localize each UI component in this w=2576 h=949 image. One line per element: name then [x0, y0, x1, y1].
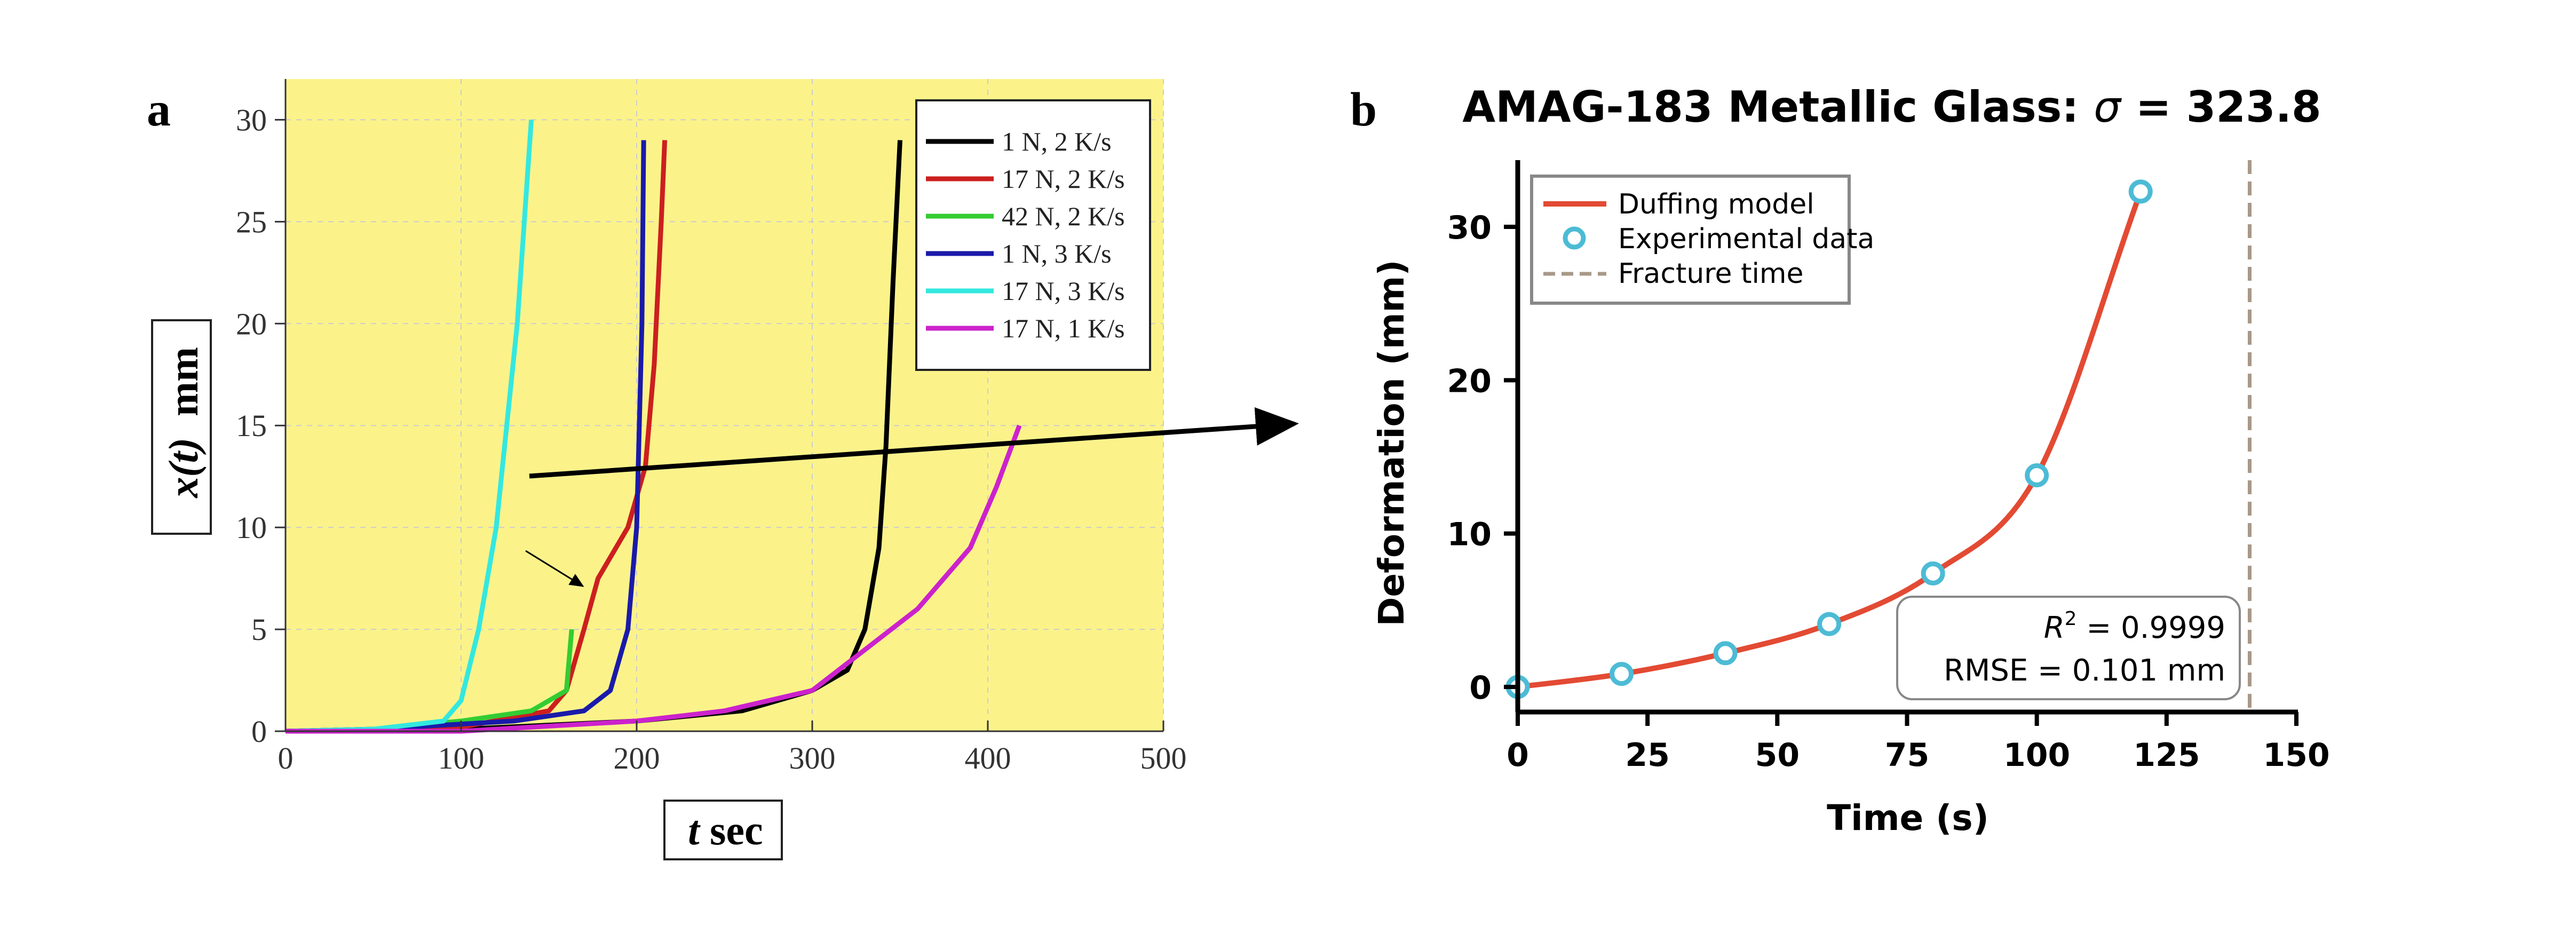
panel-a-label: a: [147, 83, 171, 136]
stats-box: R2 = 0.9999 RMSE = 0.101 mm: [1896, 596, 2241, 700]
y-tick-label-a: 10: [236, 510, 267, 545]
experimental-data-point: [1817, 612, 1842, 636]
y-tick-label-a: 25: [236, 204, 267, 239]
y-tick-label-b: 0: [1469, 669, 1492, 707]
y-tick-label-a: 20: [236, 306, 267, 341]
legend-label-a: 1 N, 3 K/s: [1002, 239, 1112, 268]
svg-text:x(t): x(t): [160, 438, 207, 499]
series-line: [285, 140, 668, 734]
rmse-text: RMSE = 0.101 mm: [1944, 653, 2225, 688]
series-line: [285, 120, 534, 734]
connector-arrow: [529, 407, 1299, 479]
legend-label-a: 17 N, 3 K/s: [1002, 276, 1125, 306]
chart-b-title: AMAG-183 Metallic Glass: σ = 323.8: [1462, 82, 2321, 132]
x-tick-label-b: 50: [1755, 737, 1800, 774]
x-axis-label-a: t sec: [663, 800, 783, 860]
x-tick-label-b: 150: [2263, 737, 2329, 774]
experimental-data-point: [2128, 179, 2153, 204]
experimental-data-point: [1921, 561, 1945, 586]
x-tick-label-a: 400: [965, 741, 1011, 776]
plot-b-legend: Duffing model Experimental data Fracture…: [1530, 175, 1874, 305]
y-tick-label-b: 10: [1447, 516, 1492, 553]
x-tick-label-b: 100: [2003, 737, 2070, 774]
y-axis-label-b: Deformation (mm): [1371, 260, 1412, 627]
y-tick-label-b: 30: [1447, 209, 1492, 247]
legend-model-label: Duffing model: [1618, 188, 1814, 220]
panel-b: b AMAG-183 Metallic Glass: σ = 323.8 0 25…: [1350, 82, 2330, 839]
legend-data-label: Experimental data: [1618, 223, 1874, 255]
legend-fracture-label: Fracture time: [1618, 258, 1804, 290]
experimental-data-point: [1713, 641, 1738, 666]
x-tick-label-a: 100: [438, 741, 485, 776]
series-line: [286, 424, 1022, 734]
x-tick-label-a: 200: [614, 741, 660, 776]
y-tick-label-a: 30: [236, 102, 267, 137]
panel-a: a 0 100 200 300 400 500 0 5 10 15 20 25 30 1 N, 2 K/…: [147, 79, 1187, 860]
x-tick-label-a: 500: [1140, 741, 1187, 776]
svg-text:t: t: [688, 807, 701, 853]
svg-text:mm: mm: [160, 347, 207, 416]
experimental-data-point: [2025, 463, 2049, 487]
x-tick-label-a: 300: [789, 741, 836, 776]
legend-label-a: 17 N, 1 K/s: [1002, 313, 1125, 343]
y-tick-label-a: 15: [236, 408, 267, 443]
annotation-arrow-small: [525, 550, 584, 587]
y-axis-label-a: x(t) mm: [151, 319, 212, 535]
legend-label-a: 1 N, 2 K/s: [1002, 126, 1112, 156]
panel-b-label: b: [1350, 83, 1377, 136]
x-tick-label-a: 0: [278, 741, 294, 776]
legend-data-marker: [1563, 226, 1586, 250]
plot-a-series: [285, 120, 1022, 734]
plot-a-legend: 1 N, 2 K/s 17 N, 2 K/s 42 N, 2 K/s 1 N, 3 K…: [915, 99, 1151, 371]
x-tick-label-b: 75: [1885, 737, 1930, 774]
y-tick-label-a: 0: [251, 714, 267, 749]
y-tick-label-a: 5: [251, 612, 267, 647]
x-tick-label-b: 25: [1625, 737, 1670, 774]
plot-a-ticks: 0 100 200 300 400 500 0 5 10 15 20 25 30: [236, 102, 1187, 776]
series-line: [285, 140, 646, 734]
r-squared-text: R2 = 0.9999: [2044, 608, 2225, 645]
x-tick-label-b: 0: [1507, 737, 1529, 774]
legend-label-a: 17 N, 2 K/s: [1002, 164, 1125, 194]
legend-label-a: 42 N, 2 K/s: [1002, 201, 1125, 231]
svg-text:sec: sec: [710, 807, 763, 853]
x-axis-label-b: Time (s): [1827, 797, 1989, 839]
experimental-data-point: [1610, 662, 1634, 686]
x-tick-label-b: 125: [2133, 737, 2200, 774]
y-tick-label-b: 20: [1447, 362, 1492, 400]
